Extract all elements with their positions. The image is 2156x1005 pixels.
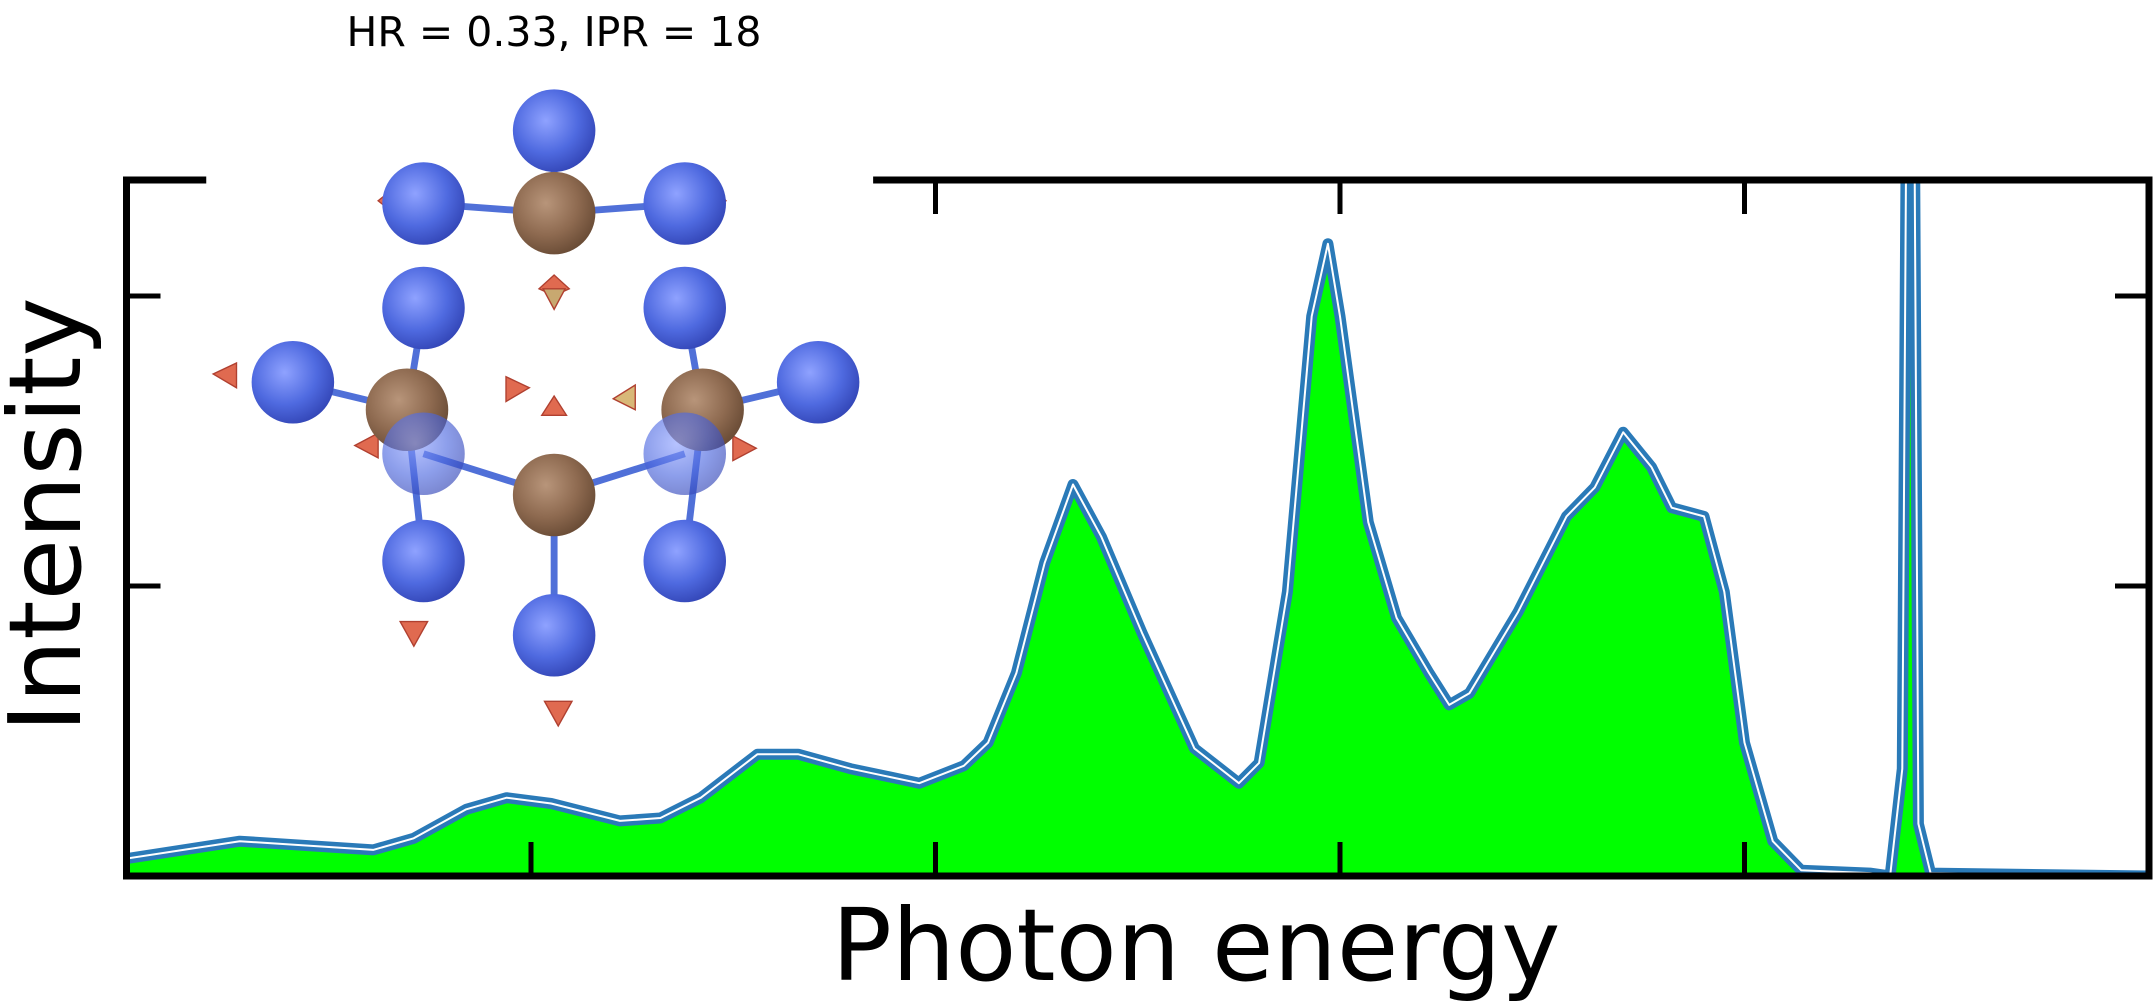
x-axis-label: Photon energy: [832, 887, 1561, 1004]
plot-area: [123, 176, 2153, 880]
plot-frame: [123, 176, 2153, 880]
spectrum-highlight: [126, 180, 2149, 876]
y-axis-label: Intensity: [0, 297, 104, 732]
series-group: [126, 180, 2149, 876]
area-fill: [126, 180, 2149, 876]
displacement-arrows: [211, 188, 758, 728]
structure-inset: [206, 89, 874, 728]
atoms: [251, 89, 860, 677]
chart-title: HR = 0.33, IPR = 18: [347, 8, 762, 56]
